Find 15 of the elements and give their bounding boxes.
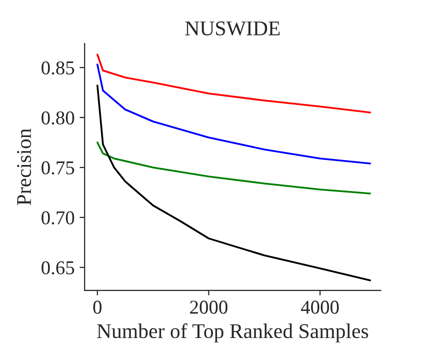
x-tick-label: 2000 bbox=[190, 300, 228, 314]
y-tick-label: 0.85 bbox=[42, 61, 74, 75]
y-tick-label: 0.75 bbox=[42, 161, 74, 174]
y-tick-label: 0.70 bbox=[42, 211, 74, 224]
x-tick-label: 4000 bbox=[300, 300, 339, 314]
y-tick-label: 0.80 bbox=[42, 111, 74, 125]
x-tick-label: 0 bbox=[93, 300, 102, 314]
y-tick-label: 0.65 bbox=[42, 261, 74, 274]
chart-title: NUSWIDE bbox=[185, 21, 280, 36]
line-series bbox=[96, 142, 372, 194]
line-series bbox=[96, 64, 372, 164]
line-series bbox=[96, 84, 372, 282]
line-series bbox=[96, 54, 372, 114]
y-axis-title: Precision bbox=[17, 128, 32, 206]
x-axis-title: Number of Top Ranked Samples bbox=[97, 323, 368, 342]
